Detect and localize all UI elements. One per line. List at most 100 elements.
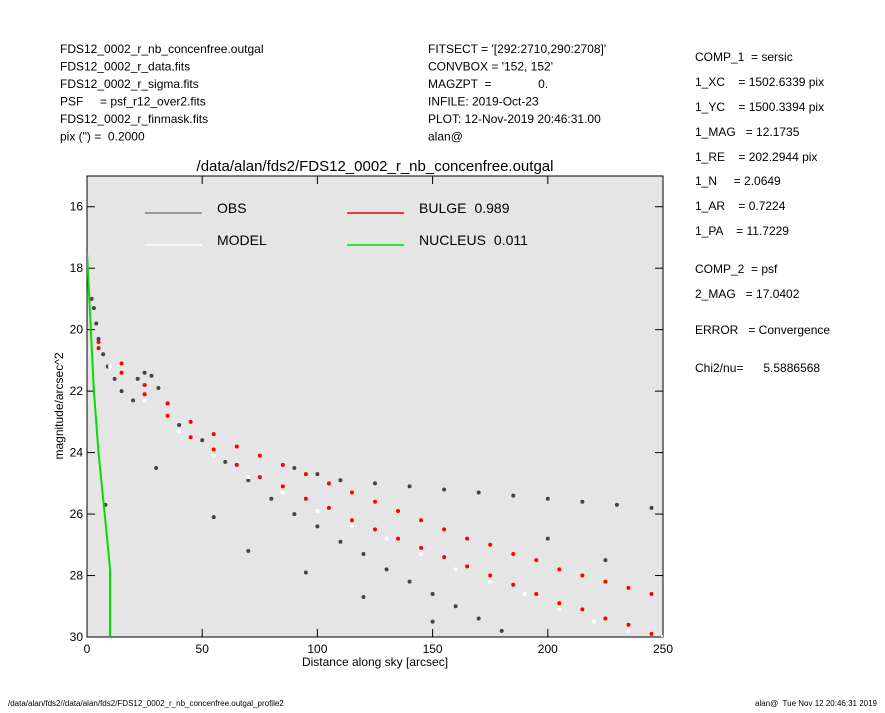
data-point: [119, 361, 124, 366]
data-point: [326, 481, 331, 486]
data-point: [326, 505, 331, 510]
data-point: [89, 296, 94, 301]
data-point: [384, 536, 389, 541]
header-line: FDS12_0002_r_sigma.fits: [60, 77, 199, 91]
header-line: CONVBOX = '152, 152': [428, 60, 553, 74]
fit-parameter: ERROR = Convergence: [695, 323, 830, 337]
data-point: [211, 453, 216, 458]
data-point: [234, 462, 239, 467]
y-tick-label: 26: [70, 507, 84, 521]
data-point: [442, 527, 447, 532]
data-point: [211, 447, 216, 452]
data-point: [534, 591, 539, 596]
data-point: [361, 595, 366, 600]
data-point: [488, 573, 493, 578]
data-point: [476, 490, 481, 495]
data-point: [545, 536, 550, 541]
data-point: [338, 478, 343, 483]
data-point: [315, 472, 320, 477]
chart-title: /data/alan/fds2/FDS12_0002_r_nb_concenfr…: [197, 158, 554, 175]
fit-parameter: Chi2/nu= 5.5886568: [695, 361, 820, 375]
data-point: [96, 346, 101, 351]
data-point: [626, 622, 631, 627]
data-point: [384, 567, 389, 572]
fit-parameter: 1_PA = 11.7229: [695, 224, 789, 238]
data-point: [649, 591, 654, 596]
data-point: [419, 518, 424, 523]
data-point: [101, 352, 106, 357]
data-point: [580, 607, 585, 612]
legend-name: BULGE: [419, 200, 466, 216]
x-tick-label: 200: [538, 642, 558, 656]
data-point: [534, 558, 539, 563]
fit-parameter: 1_RE = 202.2944 pix: [695, 150, 817, 164]
data-point: [91, 306, 96, 311]
data-point: [165, 413, 170, 418]
x-axis-label: Distance along sky [arcsec]: [302, 655, 448, 669]
data-point: [545, 496, 550, 501]
data-point: [142, 370, 147, 375]
y-tick-label: 28: [70, 569, 84, 583]
data-point: [234, 444, 239, 449]
data-point: [142, 392, 147, 397]
data-point: [626, 585, 631, 590]
legend-label: NUCLEUS 0.011: [419, 232, 528, 248]
header-line: INFILE: 2019-Oct-23: [428, 95, 539, 109]
legend-name: NUCLEUS: [419, 232, 486, 248]
data-point: [119, 370, 124, 375]
data-point: [292, 512, 297, 517]
data-point: [280, 484, 285, 489]
fit-parameter: 1_N = 2.0649: [695, 174, 781, 188]
legend-name: OBS: [217, 200, 247, 216]
x-tick-label: 50: [196, 642, 210, 656]
data-point: [108, 364, 113, 369]
header-line: PLOT: 12-Nov-2019 20:46:31.00: [428, 112, 601, 126]
data-point: [292, 465, 297, 470]
data-point: [442, 555, 447, 560]
data-point: [315, 524, 320, 529]
data-point: [142, 398, 147, 403]
data-point: [338, 539, 343, 544]
data-point: [165, 401, 170, 406]
data-point: [149, 373, 154, 378]
data-point: [257, 475, 262, 480]
y-tick-label: 18: [70, 261, 84, 275]
x-tick-label: 100: [307, 642, 327, 656]
data-point: [211, 432, 216, 437]
data-point: [488, 542, 493, 547]
data-point: [373, 527, 377, 532]
data-point: [442, 487, 447, 492]
data-point: [211, 515, 216, 520]
data-point: [580, 573, 585, 578]
y-tick-label: 22: [70, 384, 84, 398]
data-point: [349, 524, 354, 529]
x-tick-label: 250: [653, 642, 673, 656]
data-point: [119, 389, 124, 394]
data-point: [188, 435, 193, 440]
data-point: [223, 459, 228, 464]
legend-fraction: 0.989: [474, 200, 509, 216]
header-line: alan@: [428, 130, 463, 144]
header-line: pix (") = 0.2000: [60, 130, 145, 144]
y-tick-label: 16: [70, 200, 84, 214]
data-point: [315, 508, 320, 513]
fit-parameter: 1_YC = 1500.3394 pix: [695, 100, 824, 114]
data-point: [453, 604, 458, 609]
data-point: [511, 493, 516, 498]
data-point: [603, 579, 608, 584]
y-tick-label: 20: [70, 323, 84, 337]
header-line: FDS12_0002_r_data.fits: [60, 60, 190, 74]
data-point: [303, 472, 308, 477]
header-line: PSF = psf_r12_over2.fits: [60, 95, 206, 109]
data-point: [453, 567, 458, 572]
header-line: FITSECT = '[292:2710,290:2708]': [428, 42, 606, 56]
data-point: [430, 619, 435, 624]
data-point: [373, 499, 377, 504]
data-point: [396, 536, 401, 541]
data-point: [649, 505, 654, 510]
data-point: [465, 536, 470, 541]
data-point: [131, 398, 136, 403]
data-point: [373, 481, 377, 486]
